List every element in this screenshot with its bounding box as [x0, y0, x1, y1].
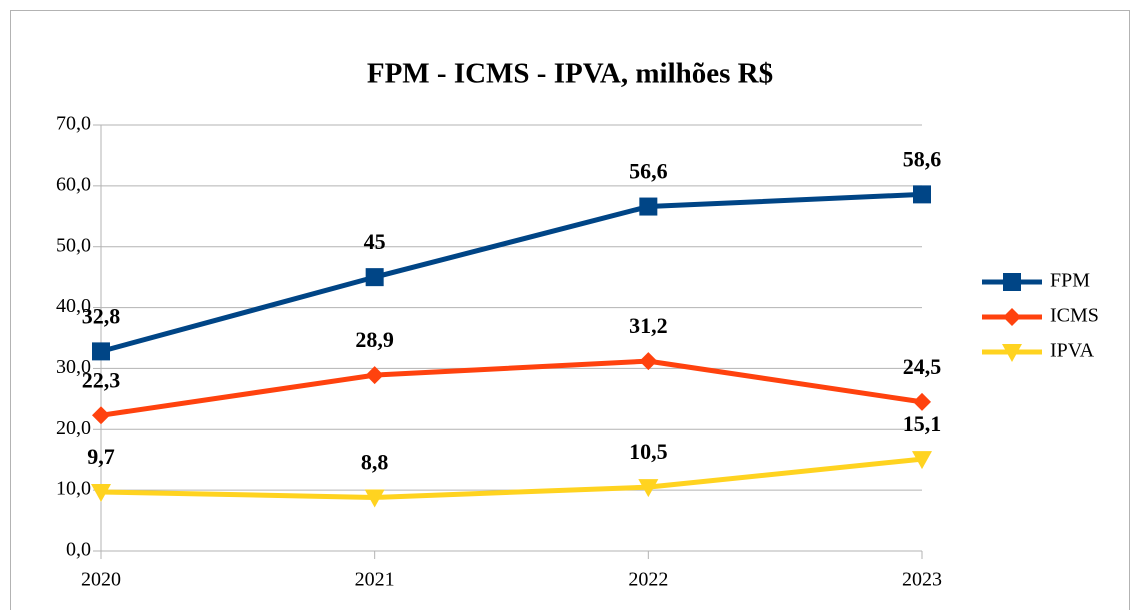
- y-tick-label: 20,0: [56, 417, 91, 439]
- legend-marker: [1003, 308, 1021, 326]
- data-label: 24,5: [903, 354, 942, 379]
- point: [92, 342, 110, 361]
- y-tick-label: 60,0: [56, 173, 91, 195]
- point: [365, 366, 384, 385]
- y-tick-label: 30,0: [56, 356, 91, 378]
- series-line: [100, 456, 923, 500]
- point: [638, 479, 659, 498]
- data-label: 28,9: [355, 327, 394, 352]
- legend-marker: [1003, 273, 1021, 291]
- legend-label: FPM: [1050, 270, 1090, 292]
- data-label: 15,1: [903, 411, 942, 436]
- point: [639, 197, 658, 216]
- x-tick-label: 2021: [355, 569, 395, 591]
- point: [91, 483, 111, 502]
- point: [913, 392, 931, 411]
- legend-label: ICMS: [1050, 305, 1099, 327]
- data-label: 10,5: [629, 439, 668, 464]
- series-line: [100, 358, 923, 418]
- x-tick-label: 2022: [628, 569, 668, 591]
- y-tick-label: 50,0: [56, 234, 91, 256]
- point: [364, 489, 385, 508]
- y-tick-label: 70,0: [56, 113, 91, 135]
- chart-title: FPM - ICMS - IPVA, milhões R$: [367, 58, 773, 90]
- legend-marker: [1002, 344, 1022, 362]
- point: [365, 268, 384, 287]
- data-label: 32,8: [82, 303, 121, 328]
- y-tick-label: 10,0: [56, 478, 91, 500]
- data-label: 31,2: [629, 313, 668, 338]
- data-label: 8,8: [361, 449, 389, 474]
- data-label: 58,6: [903, 146, 942, 171]
- x-tick-label: 2020: [81, 569, 121, 591]
- data-label: 45: [364, 229, 386, 254]
- y-tick-label: 0,0: [66, 539, 91, 561]
- x-tick-label: 2023: [902, 569, 942, 591]
- point: [912, 451, 932, 470]
- y-tick-label: 40,0: [56, 295, 91, 317]
- chart-border: [10, 10, 1130, 610]
- point: [913, 185, 931, 204]
- series-line: [100, 191, 923, 354]
- data-label: 56,6: [629, 159, 668, 184]
- point: [92, 406, 110, 425]
- legend-label: IPVA: [1050, 340, 1095, 362]
- data-label: 9,7: [87, 444, 115, 469]
- point: [639, 352, 658, 371]
- data-label: 22,3: [82, 367, 121, 392]
